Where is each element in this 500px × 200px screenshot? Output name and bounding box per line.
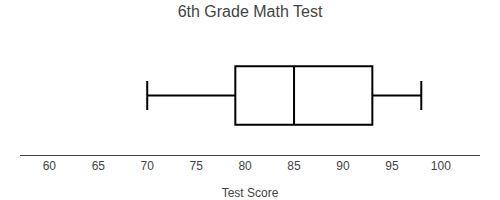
svg-text:Test Score: Test Score bbox=[222, 186, 279, 200]
svg-text:75: 75 bbox=[189, 159, 203, 173]
svg-text:6th Grade Math Test: 6th Grade Math Test bbox=[178, 3, 323, 20]
svg-text:85: 85 bbox=[287, 159, 301, 173]
svg-text:100: 100 bbox=[431, 159, 451, 173]
svg-text:90: 90 bbox=[336, 159, 350, 173]
svg-text:70: 70 bbox=[141, 159, 155, 173]
svg-text:65: 65 bbox=[92, 159, 106, 173]
svg-text:95: 95 bbox=[385, 159, 399, 173]
svg-text:80: 80 bbox=[238, 159, 252, 173]
svg-text:60: 60 bbox=[43, 159, 57, 173]
